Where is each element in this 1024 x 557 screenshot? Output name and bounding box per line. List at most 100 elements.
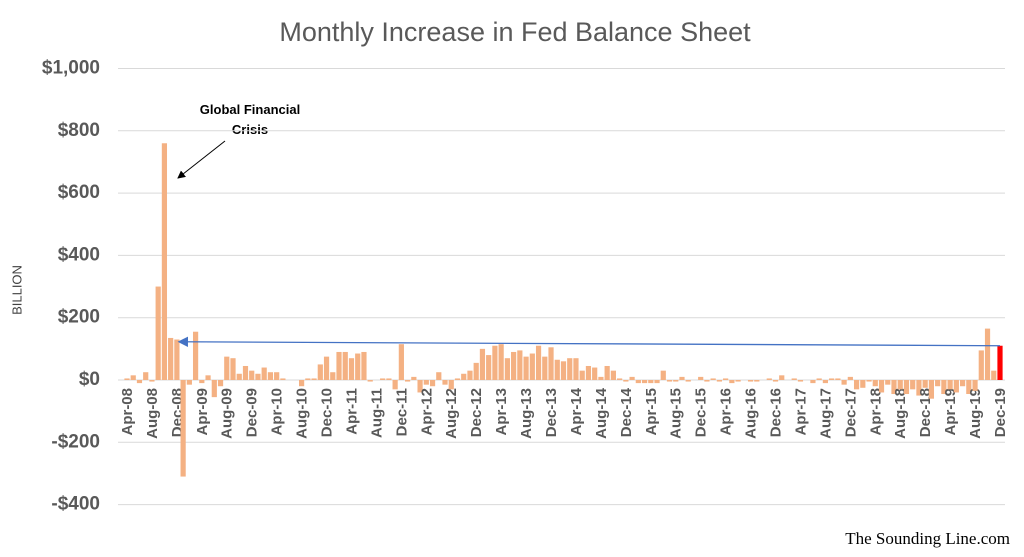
bar xyxy=(342,351,348,380)
bar xyxy=(529,353,535,380)
bar xyxy=(779,375,785,380)
y-tick-label: $1,000 xyxy=(42,58,100,79)
bar xyxy=(242,365,249,380)
bar xyxy=(454,378,461,380)
bar xyxy=(436,372,442,380)
bar xyxy=(554,359,560,380)
bar xyxy=(143,372,149,380)
bar xyxy=(517,350,523,380)
bar xyxy=(174,339,180,380)
x-tick-label: Apr-11 xyxy=(343,388,360,435)
bar xyxy=(386,378,392,380)
bar xyxy=(124,378,130,380)
bar xyxy=(274,372,280,380)
annotation-arrow xyxy=(177,140,226,179)
bar xyxy=(610,370,616,380)
bar xyxy=(810,380,816,384)
bar xyxy=(535,345,542,380)
bar xyxy=(573,358,579,380)
bar xyxy=(217,380,224,387)
bar xyxy=(448,380,454,390)
bar xyxy=(380,378,386,380)
bar xyxy=(311,378,317,380)
bar xyxy=(417,380,423,393)
bar xyxy=(192,331,199,380)
bar xyxy=(959,380,966,387)
bar xyxy=(486,355,492,380)
bar xyxy=(673,380,679,382)
bar xyxy=(205,375,211,380)
bar xyxy=(249,370,255,380)
x-tick-label: Dec-17 xyxy=(842,388,859,437)
bar xyxy=(754,380,760,382)
bar xyxy=(853,380,860,390)
annotation-box: Global Financial Crisis xyxy=(200,102,300,137)
bar xyxy=(186,380,192,385)
bar xyxy=(523,356,529,380)
bar xyxy=(835,378,841,380)
bar xyxy=(560,361,567,380)
bar xyxy=(585,365,592,380)
x-tick-label: Dec-13 xyxy=(543,388,560,437)
bar xyxy=(947,380,953,390)
bar xyxy=(149,380,155,382)
x-tick-label: Apr-15 xyxy=(643,388,660,436)
x-tick-label: Apr-16 xyxy=(718,388,735,436)
bar xyxy=(723,378,729,380)
bar xyxy=(941,380,947,395)
bar xyxy=(136,380,143,384)
bar xyxy=(747,380,754,382)
bar xyxy=(130,375,136,380)
bar xyxy=(299,380,305,387)
bar xyxy=(984,328,991,380)
bar xyxy=(791,378,797,380)
bar xyxy=(461,373,467,380)
bar xyxy=(829,378,835,380)
x-tick-label: Dec-16 xyxy=(767,388,784,437)
bar xyxy=(903,380,910,395)
bar xyxy=(361,351,367,380)
bar xyxy=(317,364,323,380)
bar xyxy=(199,380,205,384)
bar xyxy=(617,378,623,380)
bar xyxy=(666,380,673,382)
bar xyxy=(598,376,604,380)
bar xyxy=(629,376,635,380)
bar xyxy=(280,378,286,380)
bar xyxy=(648,380,654,384)
bar xyxy=(797,380,804,382)
bar xyxy=(467,370,473,380)
bar xyxy=(885,380,891,385)
x-tick-label: Aug-10 xyxy=(294,388,311,439)
bar xyxy=(236,373,242,380)
bar xyxy=(654,380,660,384)
bar xyxy=(592,367,598,380)
bar xyxy=(511,351,517,380)
bar xyxy=(230,358,236,380)
bar xyxy=(772,380,779,382)
bar xyxy=(866,380,872,382)
bar xyxy=(922,380,928,388)
bar xyxy=(542,356,548,380)
x-tick-label: Dec-18 xyxy=(917,388,934,437)
x-tick-label: Aug-12 xyxy=(443,388,460,439)
y-tick-label: $400 xyxy=(58,244,100,265)
bar xyxy=(660,370,666,380)
x-tick-label: Apr-14 xyxy=(568,387,585,435)
bar xyxy=(405,380,411,382)
y-tick-label: $600 xyxy=(58,182,100,203)
x-tick-label: Apr-13 xyxy=(493,388,510,436)
bar xyxy=(211,380,217,398)
bar xyxy=(978,350,984,380)
bar xyxy=(348,358,355,380)
bar xyxy=(685,380,691,382)
reference-arrow xyxy=(177,336,1001,347)
bar xyxy=(878,380,885,393)
bar xyxy=(847,376,853,380)
bar xyxy=(704,380,710,382)
bar xyxy=(710,378,716,380)
bar xyxy=(822,380,828,384)
x-tick-label: Dec-12 xyxy=(468,388,485,437)
x-tick-label: Aug-17 xyxy=(817,388,834,439)
